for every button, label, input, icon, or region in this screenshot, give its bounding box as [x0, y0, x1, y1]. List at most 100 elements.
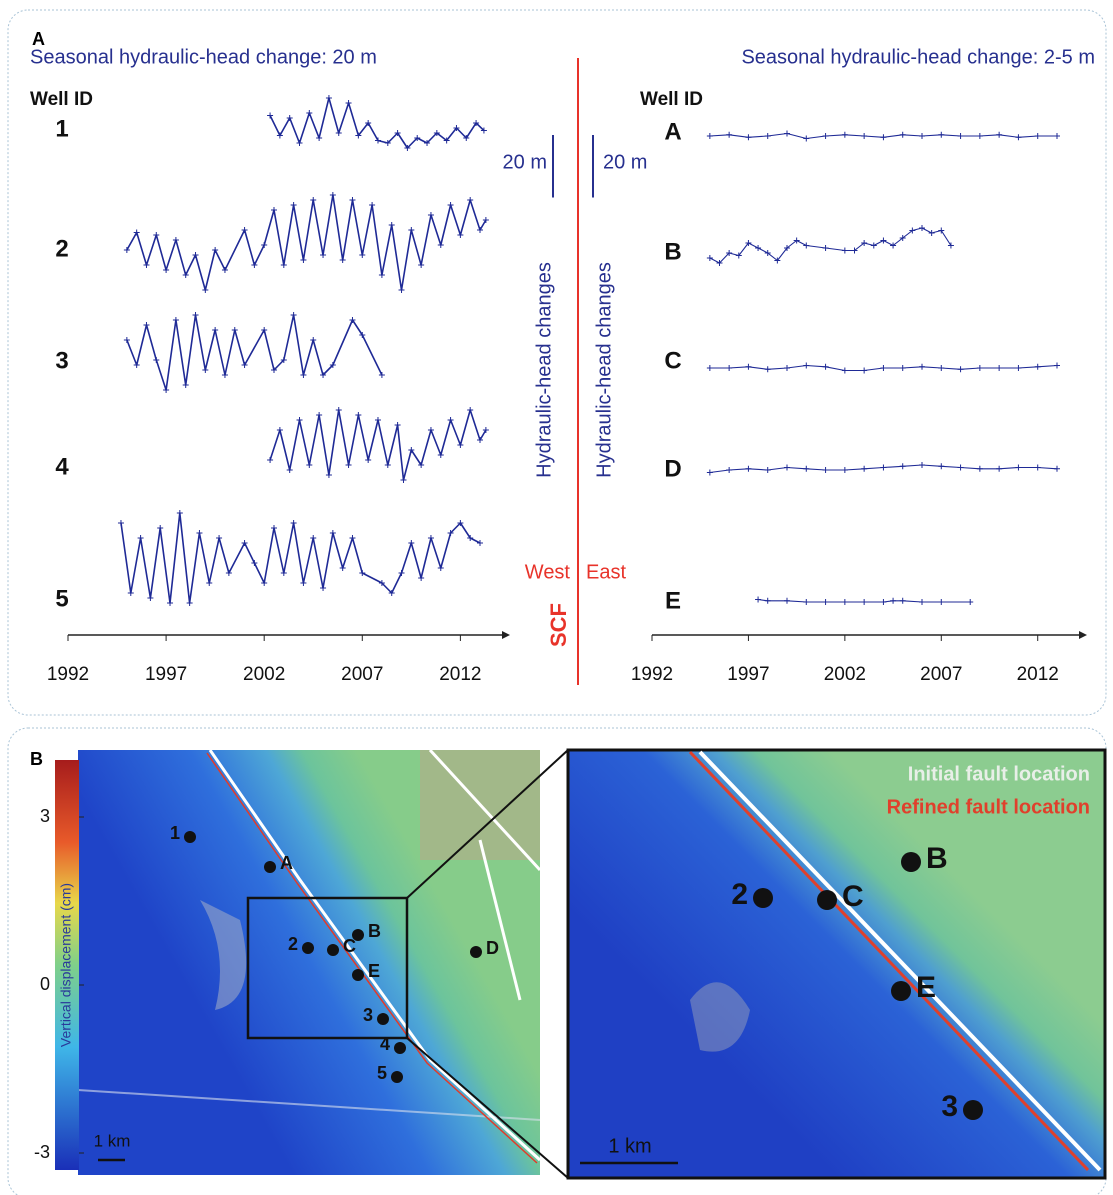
data-point: [221, 267, 228, 273]
well-marker: [391, 1071, 403, 1083]
well-label: C: [343, 936, 356, 956]
data-point: [325, 472, 332, 478]
data-point: [467, 407, 474, 413]
data-point: [880, 365, 887, 371]
data-point: [967, 599, 974, 605]
fault-label: SCF: [546, 603, 571, 647]
legend-entry: Refined fault location: [887, 796, 1090, 818]
x-tick-label: 2007: [341, 664, 383, 685]
data-point: [153, 357, 160, 363]
well-marker: [184, 831, 196, 843]
data-point: [482, 427, 489, 433]
data-point: [706, 365, 713, 371]
x-tick-label: 1997: [145, 664, 187, 685]
data-point: [437, 565, 444, 571]
data-point: [167, 600, 174, 606]
well-marker: [963, 1100, 983, 1120]
data-point: [447, 417, 454, 423]
data-point: [938, 599, 945, 605]
zoom-box: [246, 896, 409, 1040]
data-point: [473, 120, 480, 126]
data-point: [437, 242, 444, 248]
data-point: [143, 262, 150, 268]
well-marker: [327, 944, 339, 956]
data-point: [359, 570, 366, 576]
data-point: [822, 599, 829, 605]
data-point: [443, 137, 450, 144]
initial-fault: [208, 749, 542, 1162]
data-point: [286, 467, 293, 473]
data-point: [427, 212, 434, 218]
data-point: [157, 525, 164, 531]
y-axis-label: Hydraulic-head changes: [593, 262, 615, 478]
data-point: [745, 465, 752, 472]
data-point: [928, 230, 935, 236]
zoom-connector: [406, 749, 569, 899]
data-point: [437, 452, 444, 458]
data-point: [467, 535, 474, 541]
data-point: [418, 462, 425, 468]
data-point: [378, 372, 385, 378]
inset-map: Initial fault location Refined fault loc…: [566, 748, 1107, 1180]
data-point: [706, 133, 713, 139]
data-point: [764, 597, 771, 604]
data-point: [192, 312, 199, 318]
data-point: [880, 134, 887, 141]
data-point: [861, 599, 868, 605]
data-point: [909, 227, 916, 234]
side-label: East: [586, 561, 626, 583]
data-point: [453, 125, 460, 131]
data-point: [803, 599, 810, 605]
data-point: [447, 530, 454, 536]
well-marker: [891, 981, 911, 1001]
data-point: [477, 540, 483, 546]
data-point: [745, 363, 752, 370]
data-point: [793, 237, 800, 244]
refined-fault: [688, 750, 1090, 1172]
map: 1 km: [77, 748, 569, 1179]
data-point: [938, 365, 945, 371]
well-label: 3: [363, 1005, 373, 1025]
x-tick-label: 1992: [47, 664, 89, 685]
well-label: A: [280, 853, 293, 873]
data-point: [267, 457, 274, 463]
data-point: [463, 135, 470, 141]
well-label: 2: [288, 934, 298, 954]
data-point: [735, 252, 742, 259]
data-point: [225, 570, 232, 576]
data-point: [784, 597, 790, 604]
well-marker: [377, 1013, 389, 1025]
data-point: [841, 247, 848, 254]
data-point: [306, 110, 313, 116]
road: [428, 748, 542, 1001]
data-point: [957, 366, 964, 373]
data-point: [899, 365, 906, 371]
data-point: [398, 287, 405, 293]
data-point: [231, 327, 238, 333]
data-point: [202, 367, 209, 373]
data-point: [261, 580, 268, 586]
data-point: [359, 252, 366, 258]
data-point: [433, 130, 440, 136]
data-point: [329, 362, 336, 368]
data-point: [716, 260, 723, 266]
data-point: [803, 362, 810, 369]
data-point: [447, 202, 454, 208]
data-point: [251, 560, 258, 566]
data-point: [919, 225, 925, 231]
data-point: [947, 242, 954, 249]
data-point: [1034, 363, 1041, 370]
data-point: [408, 540, 415, 546]
data-point: [365, 457, 372, 463]
data-point: [349, 197, 356, 203]
data-point: [192, 252, 199, 258]
series-line: [709, 227, 952, 264]
data-point: [216, 535, 223, 541]
data-point: [300, 257, 307, 263]
axis-arrow: [502, 631, 510, 639]
data-point: [996, 465, 1003, 472]
data-point: [374, 137, 381, 144]
legend-label: A: [664, 118, 681, 145]
data-point: [335, 407, 342, 413]
